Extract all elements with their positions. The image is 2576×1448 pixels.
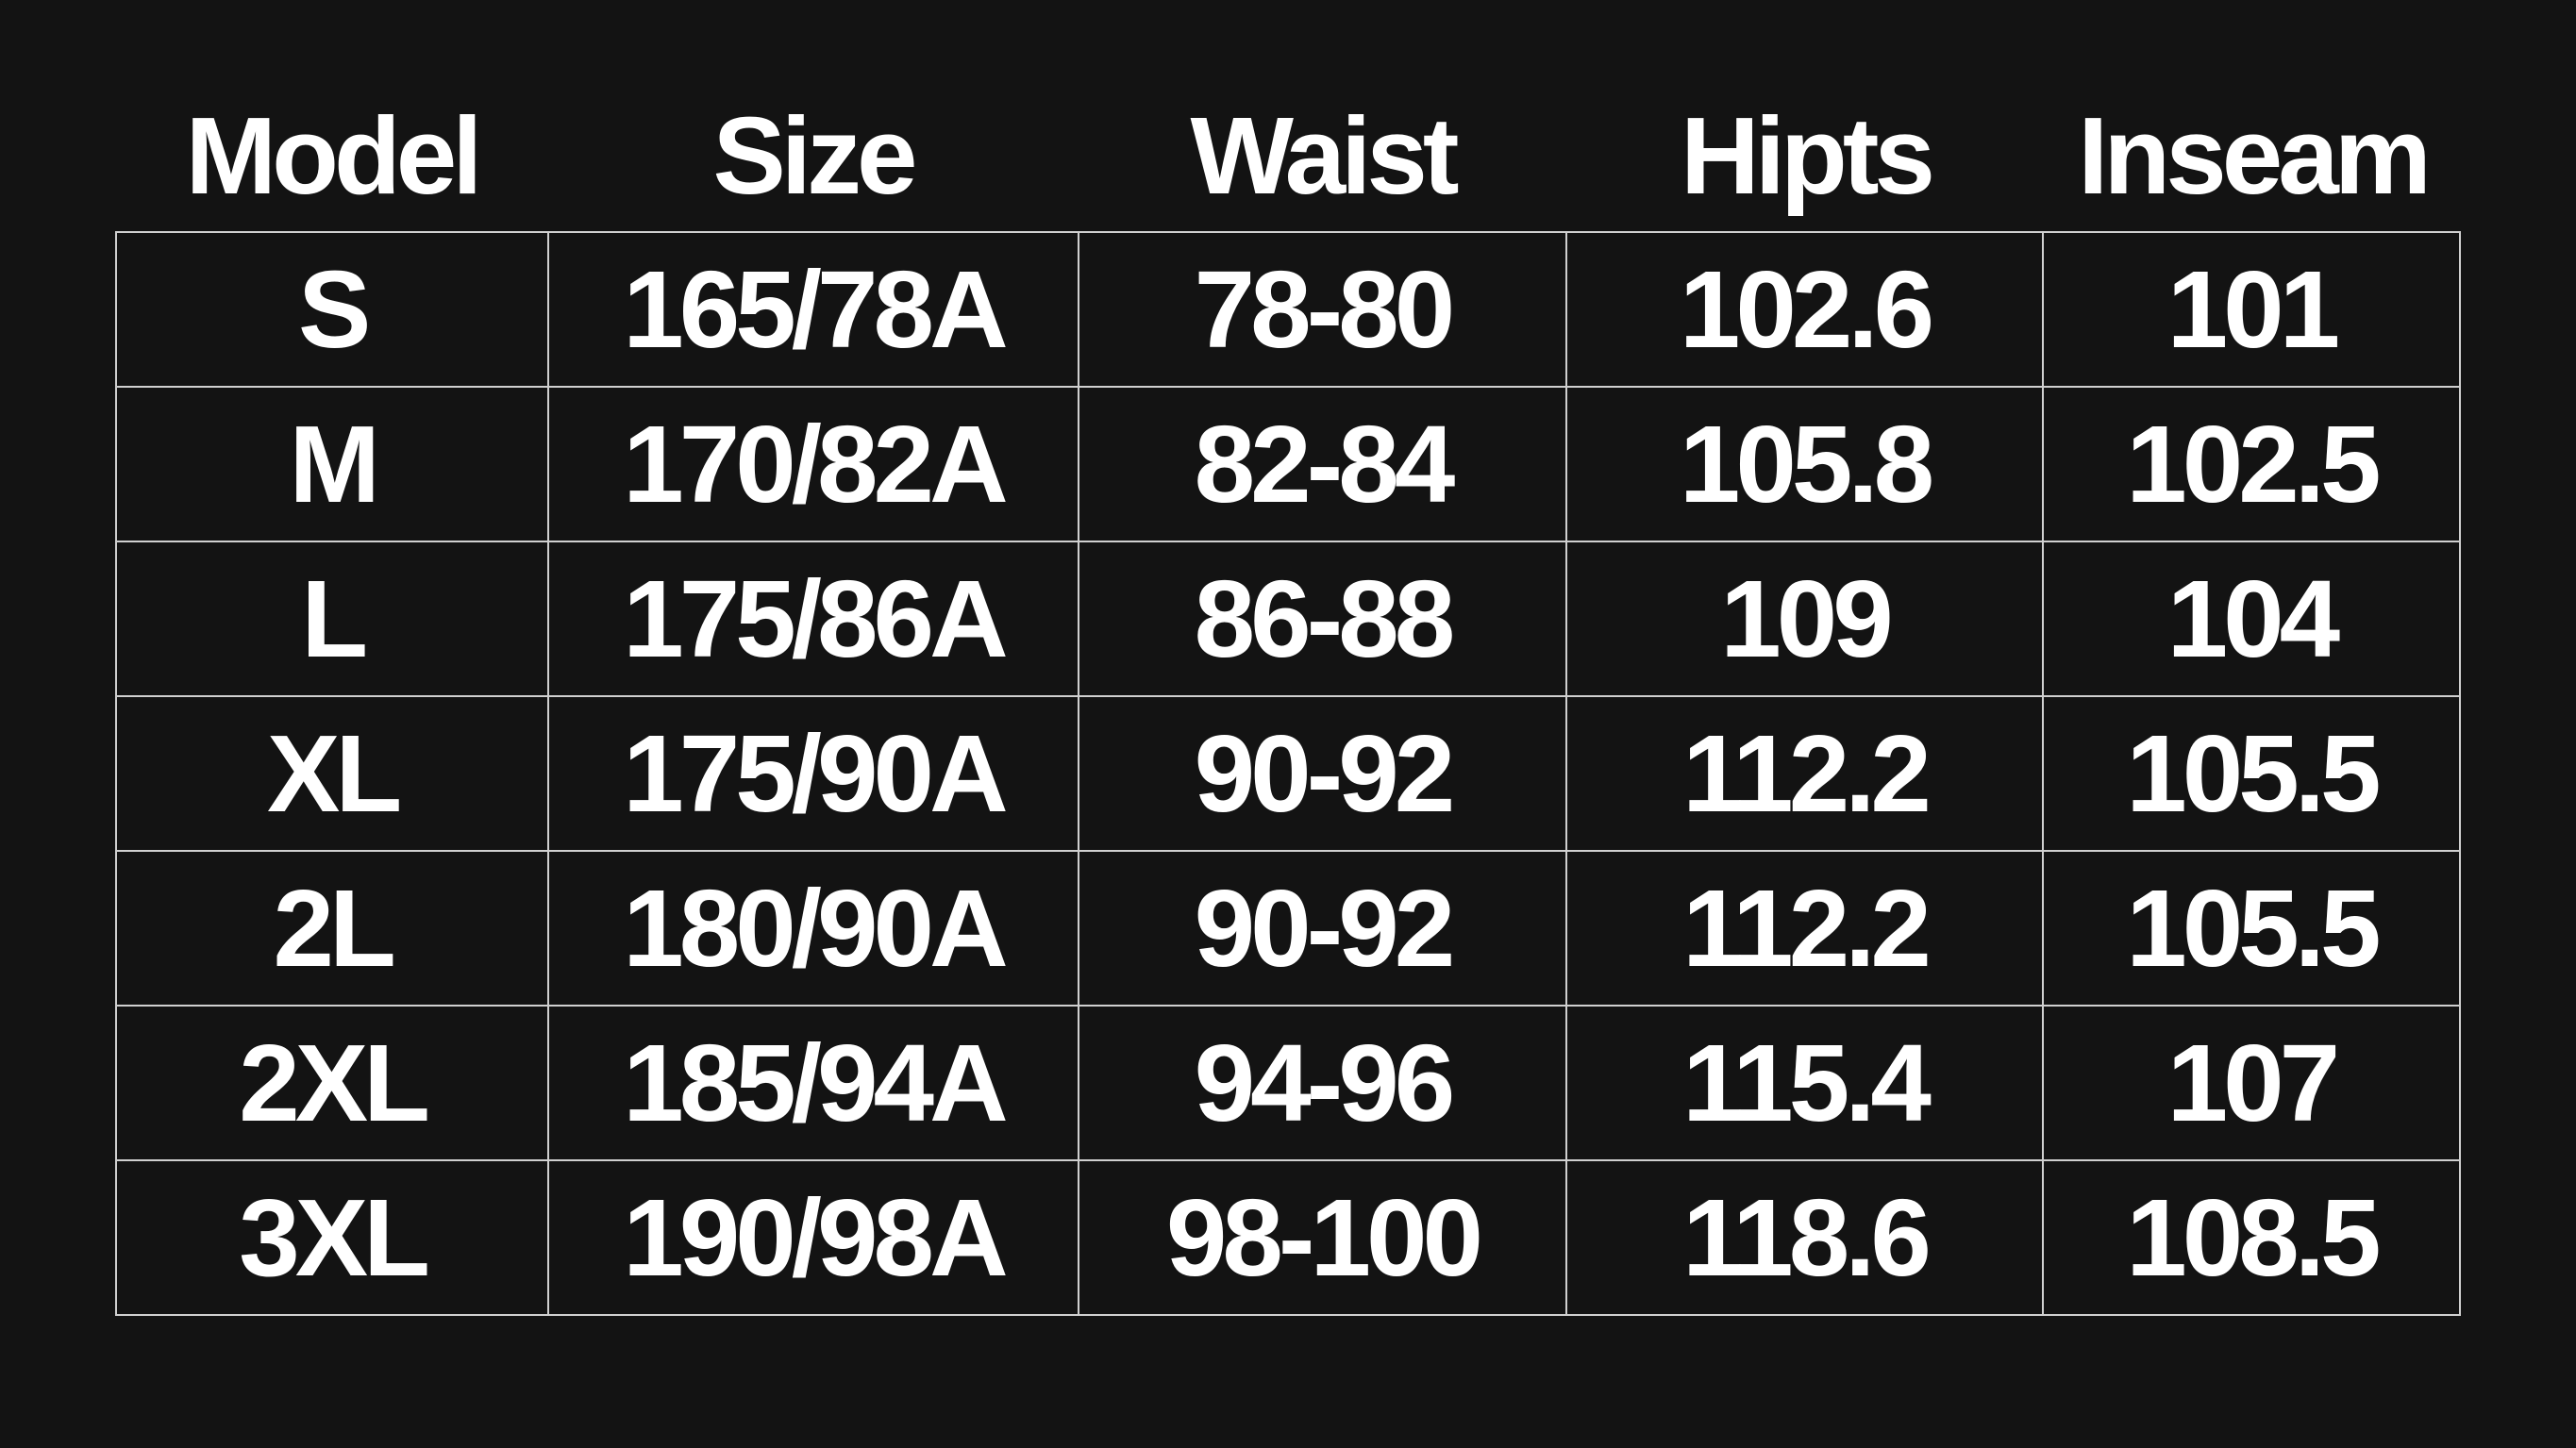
cell-hips: 118.6: [1565, 1159, 2044, 1316]
cell-size: 175/90A: [547, 695, 1079, 852]
table-row: XL 175/90A 90-92 112.2 105.5: [114, 695, 2462, 852]
table-row: M 170/82A 82-84 105.8 102.5: [114, 386, 2462, 542]
cell-hips: 112.2: [1565, 695, 2044, 852]
cell-inseam: 102.5: [2041, 386, 2462, 542]
cell-inseam: 107: [2041, 1005, 2462, 1161]
cell-inseam: 108.5: [2041, 1159, 2462, 1316]
cell-inseam: 101: [2041, 231, 2462, 388]
cell-waist: 94-96: [1077, 1005, 1568, 1161]
header-size: Size: [712, 94, 917, 217]
table-header: Model Size Waist Hipts Inseam: [115, 90, 2461, 222]
header-model: Model: [185, 94, 482, 217]
cell-model: 2XL: [114, 1005, 550, 1161]
cell-model: M: [114, 386, 550, 542]
header-hips: Hipts: [1681, 94, 1935, 217]
table-row: 3XL 190/98A 98-100 118.6 108.5: [114, 1159, 2462, 1316]
cell-model: L: [114, 541, 550, 697]
cell-hips: 112.2: [1565, 850, 2044, 1007]
cell-waist: 98-100: [1077, 1159, 1568, 1316]
cell-size: 185/94A: [547, 1005, 1079, 1161]
cell-size: 190/98A: [547, 1159, 1079, 1316]
cell-size: 165/78A: [547, 231, 1079, 388]
cell-model: S: [114, 231, 550, 388]
size-chart-table: S 165/78A 78-80 102.6 101 M 170/82A 82-84 105.8 1…: [114, 231, 2462, 1316]
cell-model: 2L: [114, 850, 550, 1007]
cell-inseam: 105.5: [2041, 850, 2462, 1007]
cell-hips: 105.8: [1565, 386, 2044, 542]
table-row: S 165/78A 78-80 102.6 101: [114, 231, 2462, 388]
cell-waist: 86-88: [1077, 541, 1568, 697]
cell-hips: 115.4: [1565, 1005, 2044, 1161]
table-row: 2L 180/90A 90-92 112.2 105.5: [114, 850, 2462, 1007]
cell-inseam: 105.5: [2041, 695, 2462, 852]
cell-hips: 109: [1565, 541, 2044, 697]
cell-hips: 102.6: [1565, 231, 2044, 388]
header-waist: Waist: [1190, 94, 1459, 217]
cell-model: XL: [114, 695, 550, 852]
cell-waist: 90-92: [1077, 695, 1568, 852]
cell-size: 170/82A: [547, 386, 1079, 542]
cell-waist: 82-84: [1077, 386, 1568, 542]
table-row: L 175/86A 86-88 109 104: [114, 541, 2462, 697]
cell-inseam: 104: [2041, 541, 2462, 697]
header-inseam: Inseam: [2078, 94, 2432, 217]
table-row: 2XL 185/94A 94-96 115.4 107: [114, 1005, 2462, 1161]
cell-waist: 90-92: [1077, 850, 1568, 1007]
cell-size: 180/90A: [547, 850, 1079, 1007]
cell-model: 3XL: [114, 1159, 550, 1316]
cell-size: 175/86A: [547, 541, 1079, 697]
cell-waist: 78-80: [1077, 231, 1568, 388]
